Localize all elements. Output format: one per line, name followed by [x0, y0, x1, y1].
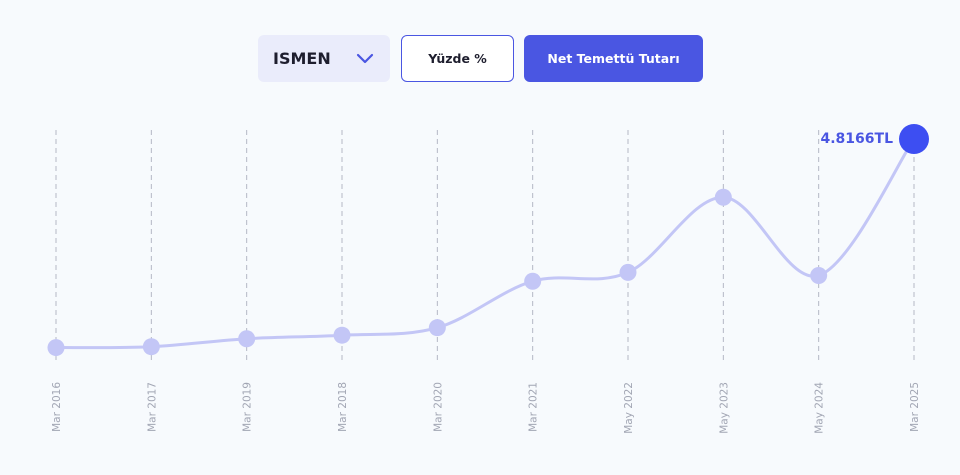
- data-point: [524, 272, 542, 290]
- percent-button[interactable]: Yüzde %: [401, 35, 514, 82]
- x-tick-label: Mar 2017: [146, 382, 158, 432]
- x-tick-label: Mar 2020: [432, 382, 444, 432]
- x-tick-label: May 2024: [814, 382, 826, 434]
- chevron-down-icon: [356, 53, 374, 64]
- data-point: [714, 188, 732, 206]
- data-point-latest: [899, 124, 929, 154]
- latest-value-label: 4.8166TL: [821, 131, 894, 147]
- x-tick-label: Mar 2021: [528, 382, 540, 432]
- ticker-select[interactable]: ISMEN: [258, 35, 390, 82]
- ticker-select-value: ISMEN: [273, 49, 331, 68]
- chart-controls: ISMEN Yüzde % Net Temettü Tutarı: [258, 35, 703, 82]
- data-point: [47, 339, 65, 357]
- x-tick-label: May 2023: [718, 382, 730, 434]
- x-tick-label: Mar 2016: [51, 382, 63, 432]
- data-point: [619, 263, 637, 281]
- data-point: [238, 330, 256, 348]
- data-point: [810, 266, 828, 284]
- series-line: [54, 137, 916, 350]
- x-tick-label: May 2022: [623, 382, 635, 434]
- net-dividend-amount-button[interactable]: Net Temettü Tutarı: [524, 35, 703, 82]
- x-tick-label: Mar 2018: [337, 382, 349, 432]
- data-point: [428, 319, 446, 337]
- data-point: [142, 338, 160, 356]
- data-point: [333, 326, 351, 344]
- x-tick-label: Mar 2025: [909, 382, 921, 432]
- x-tick-label: Mar 2019: [242, 382, 254, 432]
